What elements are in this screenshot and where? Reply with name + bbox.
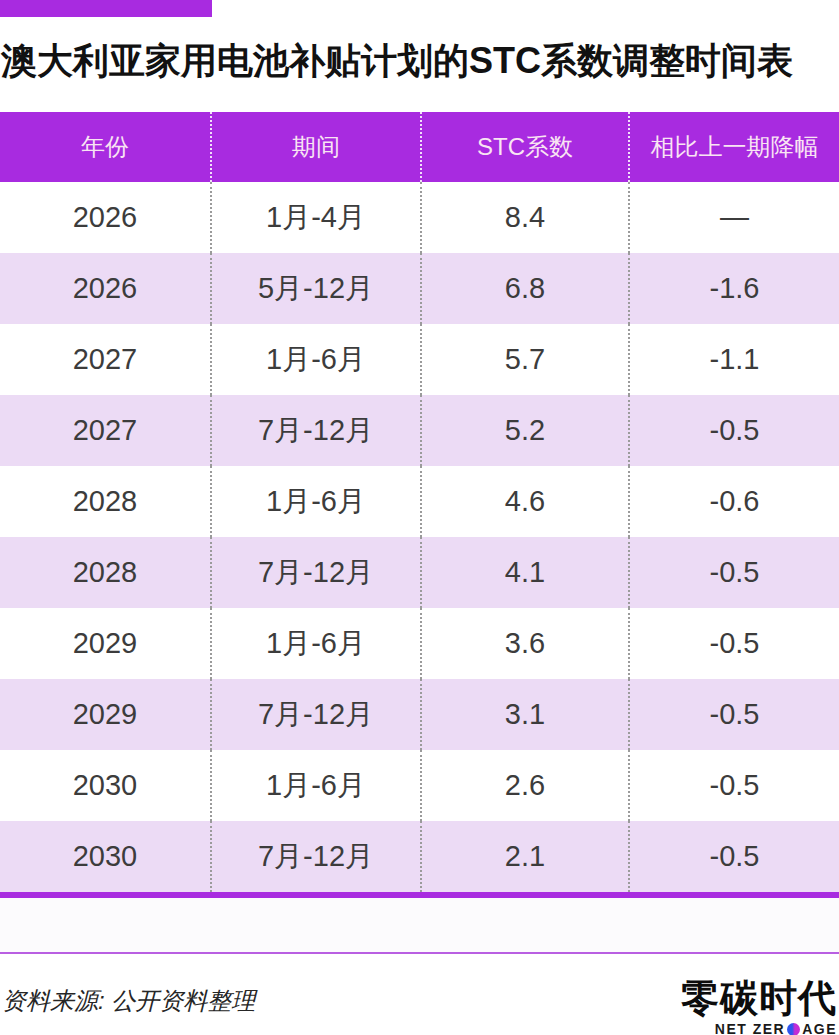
cell-period: 1月-4月 xyxy=(210,182,420,253)
cell-drop: -0.5 xyxy=(628,395,839,466)
cell-drop: -0.5 xyxy=(628,608,839,679)
cell-stc: 2.1 xyxy=(420,821,628,892)
cell-year: 2029 xyxy=(0,679,210,750)
data-source-note: 资料来源: 公开资料整理 xyxy=(2,985,255,1017)
cell-year: 2028 xyxy=(0,537,210,608)
cell-year: 2028 xyxy=(0,466,210,537)
cell-year: 2030 xyxy=(0,750,210,821)
table-row: 2026 5月-12月 6.8 -1.6 xyxy=(0,253,839,324)
cell-period: 7月-12月 xyxy=(210,679,420,750)
cell-period: 1月-6月 xyxy=(210,750,420,821)
column-header-drop: 相比上一期降幅 xyxy=(628,112,839,182)
page-title: 澳大利亚家用电池补贴计划的STC系数调整时间表 xyxy=(1,37,839,85)
footer: 资料来源: 公开资料整理 零碳时代 NET ZER AGE xyxy=(0,978,839,1035)
cell-stc: 2.6 xyxy=(420,750,628,821)
cell-drop: -1.6 xyxy=(628,253,839,324)
cell-period: 5月-12月 xyxy=(210,253,420,324)
cell-stc: 8.4 xyxy=(420,182,628,253)
cell-period: 7月-12月 xyxy=(210,395,420,466)
logo-en-left-text: NET ZER xyxy=(715,1021,785,1035)
cell-year: 2029 xyxy=(0,608,210,679)
cell-drop: -0.5 xyxy=(628,821,839,892)
table-row: 2026 1月-4月 8.4 — xyxy=(0,182,839,253)
column-header-stc: STC系数 xyxy=(420,112,628,182)
cell-year: 2027 xyxy=(0,395,210,466)
cell-drop: -0.6 xyxy=(628,466,839,537)
table-row: 2030 7月-12月 2.1 -0.5 xyxy=(0,821,839,892)
cell-drop: -0.5 xyxy=(628,750,839,821)
logo-en-right-text: AGE xyxy=(802,1021,837,1035)
cell-drop: -1.1 xyxy=(628,324,839,395)
cell-period: 1月-6月 xyxy=(210,466,420,537)
cell-stc: 3.1 xyxy=(420,679,628,750)
column-header-period: 期间 xyxy=(210,112,420,182)
logo-english-wordmark: NET ZER AGE xyxy=(681,1021,837,1035)
cell-drop: -0.5 xyxy=(628,679,839,750)
cell-stc: 3.6 xyxy=(420,608,628,679)
spacer-band xyxy=(0,898,839,952)
table-body: 2026 1月-4月 8.4 — 2026 5月-12月 6.8 -1.6 20… xyxy=(0,182,839,892)
infographic-canvas: 澳大利亚家用电池补贴计划的STC系数调整时间表 年份 期间 STC系数 相比上一… xyxy=(0,0,839,1035)
table-header-row: 年份 期间 STC系数 相比上一期降幅 xyxy=(0,112,839,182)
cell-year: 2030 xyxy=(0,821,210,892)
table-row: 2028 1月-6月 4.6 -0.6 xyxy=(0,466,839,537)
table-row: 2029 7月-12月 3.1 -0.5 xyxy=(0,679,839,750)
cell-period: 1月-6月 xyxy=(210,324,420,395)
table-row: 2028 7月-12月 4.1 -0.5 xyxy=(0,537,839,608)
cell-year: 2027 xyxy=(0,324,210,395)
cell-stc: 5.7 xyxy=(420,324,628,395)
accent-top-bar xyxy=(0,0,212,17)
table-row: 2029 1月-6月 3.6 -0.5 xyxy=(0,608,839,679)
cell-period: 7月-12月 xyxy=(210,821,420,892)
net-zero-age-logo: 零碳时代 NET ZER AGE xyxy=(681,978,837,1035)
stc-table: 年份 期间 STC系数 相比上一期降幅 2026 1月-4月 8.4 — 202… xyxy=(0,112,839,892)
logo-chinese-wordmark: 零碳时代 xyxy=(681,978,837,1018)
table-row: 2027 1月-6月 5.7 -1.1 xyxy=(0,324,839,395)
cell-stc: 5.2 xyxy=(420,395,628,466)
cell-year: 2026 xyxy=(0,253,210,324)
column-header-year: 年份 xyxy=(0,112,210,182)
cell-drop: — xyxy=(628,182,839,253)
cell-stc: 6.8 xyxy=(420,253,628,324)
cell-stc: 4.6 xyxy=(420,466,628,537)
footer-thin-rule xyxy=(0,952,839,954)
cell-drop: -0.5 xyxy=(628,537,839,608)
table-row: 2030 1月-6月 2.6 -0.5 xyxy=(0,750,839,821)
table-row: 2027 7月-12月 5.2 -0.5 xyxy=(0,395,839,466)
gradient-dot-icon xyxy=(787,1023,800,1035)
cell-year: 2026 xyxy=(0,182,210,253)
cell-period: 7月-12月 xyxy=(210,537,420,608)
cell-period: 1月-6月 xyxy=(210,608,420,679)
cell-stc: 4.1 xyxy=(420,537,628,608)
